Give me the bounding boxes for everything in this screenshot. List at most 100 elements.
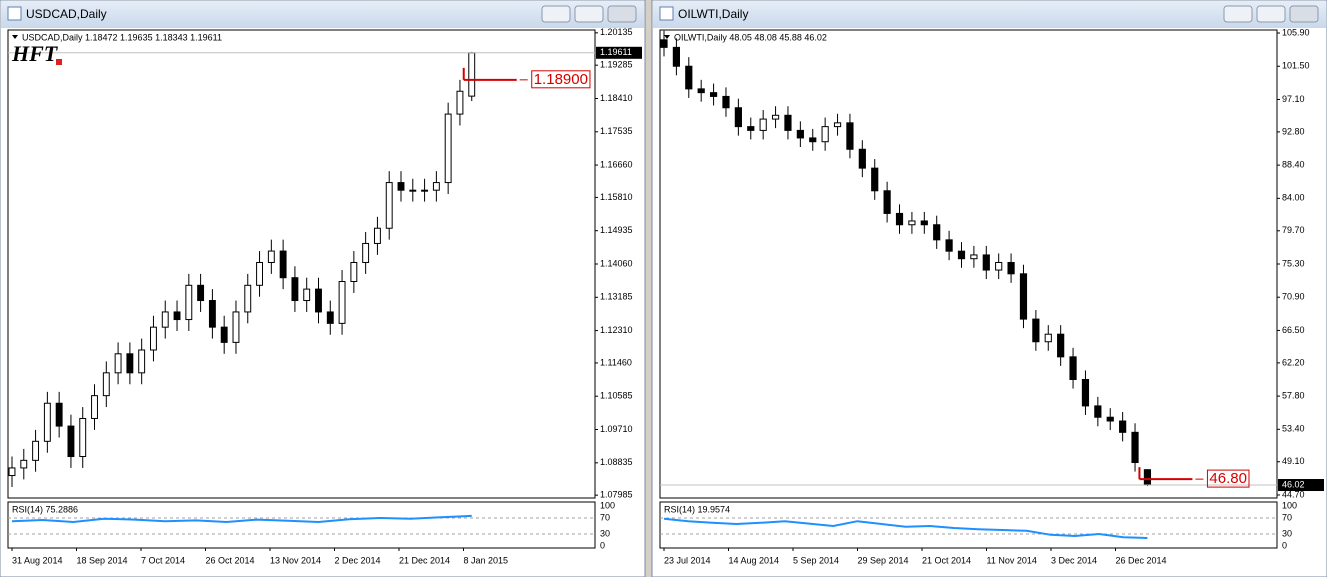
- candle-body: [1057, 333, 1065, 358]
- candle-body: [784, 114, 792, 131]
- y-tick-label: 1.08835: [600, 457, 633, 467]
- title-bar: [1, 1, 644, 28]
- close-button[interactable]: [607, 5, 637, 23]
- candle-body: [722, 95, 730, 109]
- candle-body: [114, 353, 122, 374]
- y-tick-label: 105.90: [1282, 27, 1310, 37]
- rsi-tick-label: 70: [600, 512, 610, 522]
- candle-body: [945, 239, 953, 252]
- candle-body: [197, 284, 205, 302]
- y-tick-label: 49.10: [1282, 456, 1305, 466]
- candle-body: [858, 148, 866, 169]
- candle-body: [232, 311, 240, 343]
- candle-body: [1106, 416, 1114, 422]
- window-title: USDCAD,Daily: [26, 7, 107, 21]
- plot-frame: [659, 29, 1278, 499]
- candle-body: [1069, 356, 1077, 380]
- minimize-button[interactable]: [1223, 5, 1253, 23]
- candle-body: [79, 417, 87, 458]
- candle-body: [1007, 261, 1015, 275]
- candle-body: [126, 353, 134, 374]
- candle-body: [432, 182, 440, 191]
- candle-body: [1081, 378, 1090, 407]
- maximize-button[interactable]: [1256, 5, 1286, 23]
- candle-body: [685, 65, 693, 90]
- candle-body: [933, 224, 941, 241]
- x-tick-label: 21 Oct 2014: [922, 555, 971, 565]
- y-tick-label: 1.18410: [600, 93, 633, 103]
- candle-body: [796, 129, 804, 139]
- candle-body: [759, 118, 767, 131]
- y-tick-label: 1.09710: [600, 424, 633, 434]
- candle-body: [256, 261, 263, 286]
- candle-body: [409, 189, 417, 192]
- y-tick-label: 1.19285: [600, 60, 633, 70]
- x-tick-label: 23 Jul 2014: [664, 555, 711, 565]
- x-tick-label: 26 Dec 2014: [1116, 555, 1167, 565]
- x-tick-label: 8 Jan 2015: [464, 555, 509, 565]
- candle-body: [747, 126, 755, 131]
- candle-body: [150, 326, 157, 351]
- rsi-line: [663, 517, 1148, 540]
- current-price-label: 46.02: [1282, 479, 1305, 489]
- candle-body: [185, 284, 193, 321]
- candle-body: [1119, 420, 1127, 433]
- candle-body: [660, 39, 668, 48]
- chart-header: USDCAD,Daily 1.18472 1.19635 1.18343 1.1…: [22, 32, 222, 42]
- candle-body: [373, 227, 381, 244]
- y-tick-label: 84.00: [1282, 193, 1305, 203]
- level-label: 46.80: [1209, 470, 1247, 487]
- candle-body: [709, 92, 718, 97]
- header-arrow: [12, 35, 18, 39]
- candle-body: [326, 311, 334, 324]
- current-price-box: [1278, 479, 1324, 492]
- x-tick-label: 7 Oct 2014: [141, 555, 185, 565]
- candle-body: [173, 311, 181, 321]
- candle-body: [833, 122, 842, 128]
- logo-dot: [56, 59, 62, 65]
- candle-body: [871, 167, 879, 192]
- candle-body: [350, 261, 358, 283]
- candle-body: [55, 402, 63, 427]
- x-tick-label: 2 Dec 2014: [335, 555, 381, 565]
- y-tick-label: 70.90: [1282, 292, 1305, 302]
- minimize-button[interactable]: [541, 5, 571, 23]
- candle-body: [338, 281, 346, 324]
- y-tick-label: 1.10585: [600, 391, 633, 401]
- rsi-label: RSI(14) 75.2886: [12, 504, 78, 514]
- chart-header: OILWTI,Daily 48.05 48.08 45.88 46.02: [674, 32, 827, 42]
- y-tick-label: 57.80: [1282, 390, 1305, 400]
- candle-body: [771, 114, 780, 120]
- candle-body: [244, 284, 252, 313]
- rsi-line: [11, 514, 472, 524]
- rsi-tick-label: 0: [600, 540, 605, 550]
- window-title: OILWTI,Daily: [678, 7, 748, 21]
- y-tick-label: 66.50: [1282, 325, 1305, 335]
- candle-body: [982, 254, 990, 271]
- candle-body: [362, 242, 370, 263]
- y-tick-label: 79.70: [1282, 225, 1305, 235]
- candle-body: [456, 90, 464, 115]
- candle-body: [846, 122, 854, 150]
- y-tick-label: 44.70: [1282, 489, 1305, 499]
- level-box: [531, 70, 591, 89]
- y-tick-label: 1.20135: [600, 27, 633, 37]
- candle-body: [91, 395, 98, 419]
- y-tick-label: 101.50: [1282, 61, 1310, 71]
- close-button[interactable]: [1289, 5, 1319, 23]
- candle-body: [43, 402, 51, 442]
- candle-body: [908, 220, 916, 226]
- candle-body: [809, 137, 817, 143]
- x-tick-label: 3 Dec 2014: [1051, 555, 1097, 565]
- y-tick-label: 1.15810: [600, 192, 633, 202]
- candle-body: [291, 277, 299, 302]
- candle-body: [315, 288, 322, 313]
- y-tick-label: 1.12310: [600, 325, 633, 335]
- x-tick-label: 31 Aug 2014: [12, 555, 63, 565]
- y-tick-label: 1.14935: [600, 225, 633, 235]
- candle-body: [920, 220, 928, 226]
- candle-body: [1094, 405, 1102, 418]
- candle-body: [821, 126, 829, 143]
- candle-body: [102, 372, 110, 397]
- maximize-button[interactable]: [574, 5, 604, 23]
